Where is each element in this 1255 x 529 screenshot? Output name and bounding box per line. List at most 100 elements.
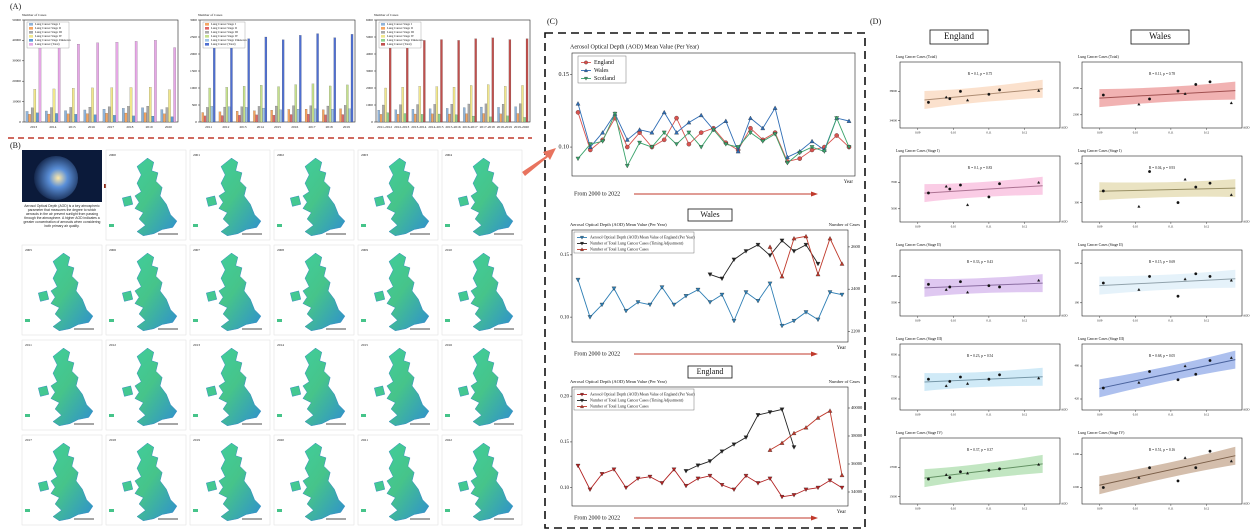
legend-label: Number of Total Lung Cancer Cases (Timin… (590, 240, 684, 245)
x-tick-label: 0.12 (1204, 131, 1210, 135)
point (648, 303, 652, 307)
y-tick-label: 34000 (890, 118, 898, 122)
x-axis-label: AOD (1243, 220, 1250, 224)
x-tick-label: 2011 (205, 125, 212, 129)
y-tick-label: 38000 (851, 433, 863, 438)
panel-label: (C) (547, 17, 558, 26)
y-tick-label: 0 (195, 120, 197, 124)
bar (497, 107, 499, 122)
bar (416, 104, 418, 122)
y-tick-label: 0.10 (560, 315, 569, 320)
bar (340, 109, 342, 122)
bar (94, 115, 96, 122)
panel-c-frame (545, 33, 865, 528)
map-year: 2020 (277, 438, 284, 442)
y-tick-label: 15000 (890, 494, 898, 498)
point (768, 254, 772, 258)
x-tick-label: 2014 (257, 125, 264, 129)
range-caption: From 2000 to 2022 (574, 351, 620, 357)
legend-swatch (205, 35, 209, 38)
y-tick-label: 6000 (366, 18, 373, 22)
range-arrowhead (811, 352, 818, 357)
map-legend (445, 509, 450, 512)
bar (436, 87, 438, 122)
x-tick-label: 0.09 (915, 225, 921, 229)
y-tick-label: 1000 (366, 103, 373, 107)
y-tick-label: 0.20 (560, 394, 569, 399)
point (756, 299, 760, 303)
bar (395, 110, 397, 122)
bar (519, 104, 521, 122)
point (1194, 186, 1197, 189)
point (674, 142, 678, 146)
bar (152, 116, 154, 122)
y-tick-label: 2300 (1073, 112, 1080, 116)
legend-swatch (29, 27, 33, 30)
y-tick-label: 8500 (891, 353, 898, 357)
bar (204, 116, 206, 122)
range-caption: From 2000 to 2022 (574, 515, 620, 521)
annotation: R = 0.1, p = 0.75 (968, 72, 993, 77)
annotation: R = 0.51, p = 0.16 (1149, 448, 1175, 453)
point (828, 236, 832, 240)
map-legend (361, 414, 366, 417)
point (959, 376, 962, 379)
point (988, 469, 991, 472)
point (624, 309, 628, 313)
x-tick-label: 0.11 (986, 413, 992, 417)
bar (219, 112, 221, 122)
point (810, 139, 814, 143)
x-tick-label: 0.12 (1022, 507, 1028, 511)
x-tick-label: 2019 (146, 125, 153, 129)
point (816, 272, 820, 276)
legend-swatch (381, 35, 385, 38)
bar (466, 114, 468, 122)
bar (305, 109, 307, 122)
chart-title: Lung Cancer Cases (Stage III) (1078, 337, 1125, 341)
map-year: 2018 (109, 438, 116, 442)
chart-title: Lung Cancer Cases (Stage I) (1078, 149, 1122, 153)
chart-title: Lung Cancer Cases (Total) (1078, 55, 1119, 59)
map-year: 2002 (277, 153, 284, 157)
chart-title: Lung Cancer Cases (Stage IV) (1078, 431, 1125, 435)
bar (331, 109, 333, 122)
bar (440, 40, 442, 122)
bar (314, 109, 316, 122)
point (1177, 480, 1180, 483)
bar (84, 110, 86, 122)
y-tick-label: 50000 (12, 18, 21, 22)
y-tick-label: 0.10 (559, 144, 570, 150)
bar (265, 37, 267, 122)
x-tick-label: 0.11 (1168, 413, 1174, 417)
bar (174, 48, 176, 122)
x-axis-label: AOD (1243, 502, 1250, 506)
chart-title: Lung Cancer Cases (Stage III) (896, 337, 943, 341)
bar (509, 40, 511, 122)
y-tick-label: 220 (1075, 261, 1080, 265)
point (828, 479, 832, 483)
bar (451, 104, 453, 122)
panel-label: (D) (870, 17, 881, 26)
x-tick-label: 0.10 (1133, 319, 1139, 323)
point (720, 277, 724, 281)
x-tick-label: 0.12 (1204, 413, 1210, 417)
bar (122, 108, 124, 122)
y-tick-label: 5000 (366, 35, 373, 39)
map-legend (109, 224, 114, 227)
bar (475, 39, 477, 122)
point (576, 278, 580, 282)
y-tick-label: 2400 (851, 286, 861, 291)
y-axis-label: Aerosol Optical Depth (AOD) Mean Value (… (570, 379, 667, 384)
bar (378, 110, 380, 122)
y-tick-label: 400 (1075, 161, 1080, 165)
point (948, 97, 951, 100)
y-tick-label: 420 (1075, 397, 1080, 401)
bar (36, 113, 38, 122)
map-legend (193, 414, 198, 417)
bar (515, 107, 517, 122)
point (732, 443, 736, 447)
bar (307, 114, 309, 122)
map-legend (109, 414, 114, 417)
point (660, 481, 664, 485)
y-tick-label: 38000 (890, 89, 898, 93)
